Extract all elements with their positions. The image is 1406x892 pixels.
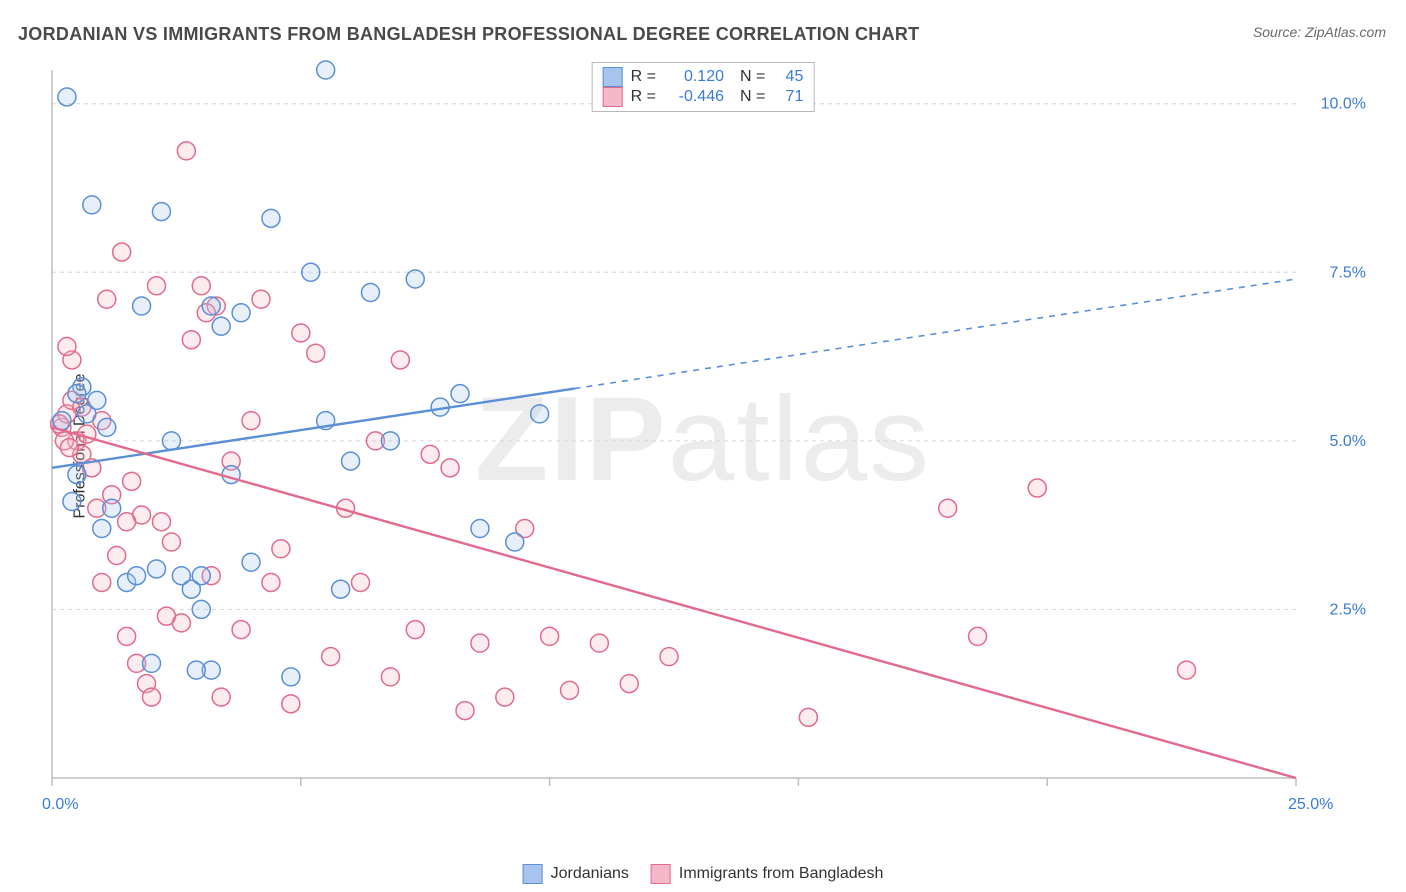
x-axis-max-label: 25.0% [1288, 796, 1333, 814]
source-attribution: Source: ZipAtlas.com [1253, 24, 1386, 40]
svg-text:10.0%: 10.0% [1321, 96, 1366, 113]
legend-row: R =-0.446N =71 [603, 87, 804, 107]
x-axis-min-label: 0.0% [42, 796, 78, 814]
legend-label: Immigrants from Bangladesh [679, 865, 884, 883]
svg-text:2.5%: 2.5% [1330, 601, 1366, 618]
legend-swatch [603, 67, 623, 87]
chart-svg: 2.5% 5.0% 7.5% 10.0% [50, 60, 1376, 830]
scatter-plot: 2.5% 5.0% 7.5% 10.0% [50, 60, 1376, 830]
legend-row: R =0.120N =45 [603, 67, 804, 87]
chart-title: JORDANIAN VS IMMIGRANTS FROM BANGLADESH … [18, 24, 919, 45]
correlation-legend: R =0.120N =45R =-0.446N =71 [592, 62, 815, 112]
legend-swatch [603, 87, 623, 107]
svg-text:5.0%: 5.0% [1330, 433, 1366, 450]
legend-swatch [523, 864, 543, 884]
series-legend: Jordanians Immigrants from Bangladesh [523, 864, 884, 884]
legend-label: Jordanians [551, 865, 629, 883]
legend-item: Jordanians [523, 864, 629, 884]
svg-text:7.5%: 7.5% [1330, 264, 1366, 281]
legend-item: Immigrants from Bangladesh [651, 864, 884, 884]
legend-swatch [651, 864, 671, 884]
